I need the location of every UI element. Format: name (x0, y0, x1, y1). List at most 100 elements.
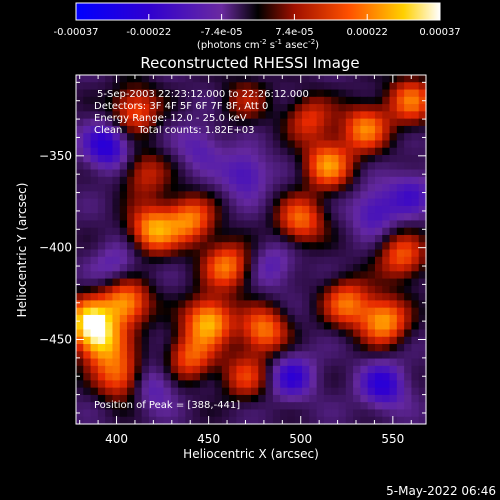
heatmap-cell (265, 416, 274, 425)
heatmap-cell (316, 380, 325, 389)
heatmap-cell (309, 162, 318, 171)
heatmap-cell (251, 373, 259, 381)
heatmap-cell (389, 278, 398, 287)
heatmap-cell (309, 293, 318, 301)
heatmap-cell (243, 344, 252, 352)
heatmap-cell (229, 358, 238, 367)
heatmap-cell (396, 118, 405, 127)
heatmap-cell (156, 322, 165, 331)
heatmap-cell (83, 293, 92, 301)
heatmap-cell (411, 125, 420, 134)
heatmap-cell (258, 184, 267, 192)
heatmap-cell (192, 300, 201, 309)
heatmap-cell (97, 416, 106, 425)
heatmap-cell (316, 314, 325, 323)
heatmap-cell (170, 285, 179, 294)
heatmap-cell (280, 169, 289, 178)
heatmap-cell (90, 256, 99, 265)
heatmap-cell (265, 365, 274, 374)
heatmap-cell (105, 285, 114, 294)
heatmap-cell (178, 213, 186, 222)
heatmap-cell (236, 271, 245, 280)
heatmap-cell (302, 344, 310, 352)
heatmap-cell (236, 227, 245, 236)
heatmap-cell (309, 329, 318, 338)
heatmap-cell (294, 140, 303, 149)
heatmap-cell (178, 307, 186, 316)
heatmap-cell (112, 111, 121, 120)
heatmap-cell (360, 220, 369, 229)
heatmap-cell (280, 82, 289, 91)
heatmap-cell (134, 394, 143, 403)
heatmap-cell (243, 307, 252, 316)
heatmap-cell (258, 264, 267, 272)
heatmap-cell (302, 249, 310, 258)
heatmap-cell (323, 169, 332, 178)
heatmap-cell (185, 213, 194, 222)
heatmap-cell (374, 125, 383, 134)
heatmap-cell (331, 133, 340, 142)
heatmap-cell (163, 133, 172, 142)
heatmap-cell (119, 314, 128, 323)
heatmap-cell (258, 205, 267, 214)
heatmap-cell (382, 154, 391, 163)
heatmap-cell (265, 82, 274, 91)
heatmap-cell (309, 205, 318, 214)
heatmap-cell (192, 365, 201, 374)
heatmap-cell (178, 111, 186, 120)
heatmap-cell (411, 271, 420, 280)
heatmap-cell (127, 111, 135, 120)
heatmap-cell (374, 191, 383, 200)
heatmap-cell (229, 351, 238, 360)
heatmap-cell (353, 300, 361, 309)
heatmap-cell (141, 351, 150, 360)
heatmap-cell (229, 213, 238, 222)
heatmap-cell (316, 416, 325, 425)
heatmap-cell (302, 285, 310, 294)
heatmap-cell (134, 220, 143, 229)
heatmap-cell (243, 176, 252, 185)
heatmap-cell (112, 234, 121, 243)
heatmap-cell (265, 213, 274, 222)
heatmap-cell (76, 373, 84, 381)
heatmap-cell (163, 351, 172, 360)
heatmap-cell (353, 184, 361, 192)
heatmap-cell (236, 344, 245, 352)
heatmap-cell (411, 336, 420, 345)
heatmap-cell (76, 154, 84, 163)
heatmap-cell (192, 322, 201, 331)
heatmap-cell (389, 351, 398, 360)
heatmap-cell (265, 169, 274, 178)
heatmap-cell (221, 394, 230, 403)
heatmap-cell (404, 147, 413, 156)
heatmap-cell (287, 104, 296, 112)
heatmap-cell (178, 133, 186, 142)
heatmap-cell (141, 118, 150, 127)
heatmap-cell (353, 271, 361, 280)
heatmap-cell (287, 82, 296, 91)
heatmap-cell (170, 89, 179, 98)
heatmap-cell (112, 96, 121, 105)
heatmap-cell (389, 205, 398, 214)
heatmap-cell (207, 154, 216, 163)
heatmap-cell (418, 402, 427, 411)
heatmap-cell (418, 213, 427, 222)
heatmap-cell (119, 96, 128, 105)
heatmap-cell (221, 322, 230, 331)
heatmap-cell (185, 198, 194, 207)
heatmap-cell (258, 293, 267, 301)
heatmap-cell (404, 184, 413, 192)
heatmap-cell (236, 75, 245, 83)
heatmap-cell (418, 329, 427, 338)
heatmap-cell (272, 278, 281, 287)
heatmap-cell (119, 82, 128, 91)
heatmap-cell (170, 118, 179, 127)
heatmap-cell (265, 140, 274, 149)
heatmap-cell (338, 205, 347, 214)
heatmap-cell (338, 307, 347, 316)
heatmap-cell (199, 125, 208, 134)
heatmap-cell (185, 329, 194, 338)
heatmap-cell (163, 322, 172, 331)
heatmap-cell (236, 365, 245, 374)
heatmap-cell (141, 82, 150, 91)
